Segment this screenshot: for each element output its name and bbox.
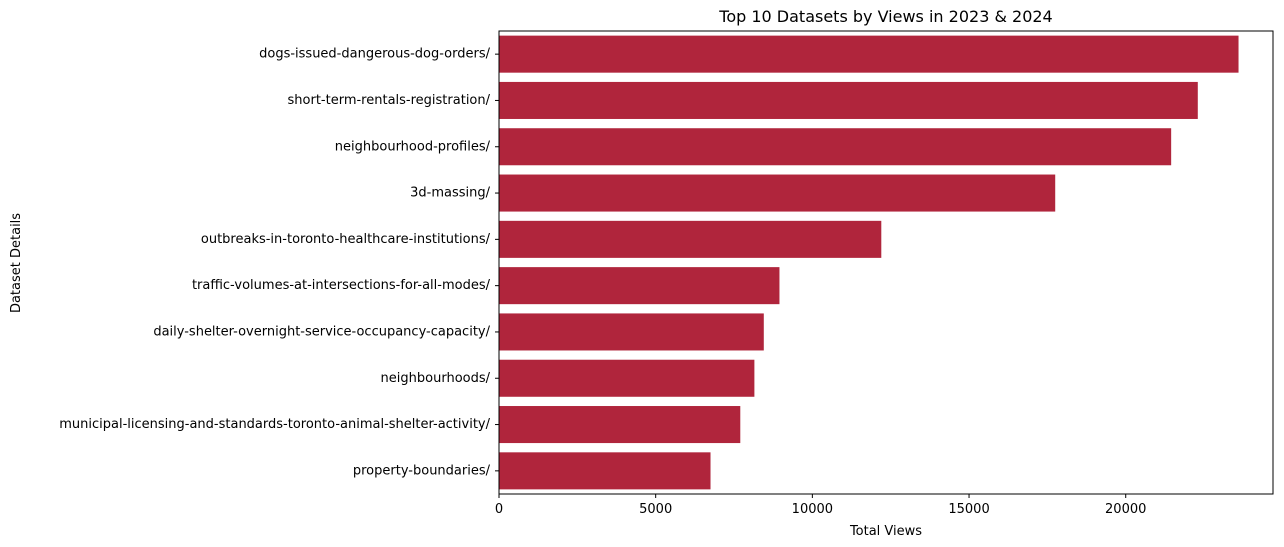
y-tick-label: neighbourhoods/	[381, 371, 491, 386]
bar	[499, 452, 711, 490]
bar	[499, 359, 755, 397]
bar	[499, 220, 882, 258]
x-tick-label: 0	[495, 502, 503, 517]
x-tick-label: 10000	[792, 502, 833, 517]
y-tick-label: short-term-rentals-registration/	[288, 93, 491, 108]
y-tick-label: 3d-massing/	[410, 186, 490, 201]
x-tick-layer: 0 5000 10000 15000 20000	[495, 494, 1146, 517]
y-tick-label: dogs-issued-dangerous-dog-orders/	[259, 47, 491, 62]
y-axis-label: Dataset Details	[9, 213, 24, 313]
bar	[499, 174, 1056, 212]
x-tick-label: 20000	[1105, 502, 1146, 517]
bar	[499, 35, 1239, 73]
bars-layer	[499, 35, 1239, 490]
y-tick-layer: dogs-issued-dangerous-dog-orders/short-t…	[59, 47, 499, 478]
y-tick-label: traffic-volumes-at-intersections-for-all…	[192, 278, 491, 293]
x-axis-label: Total Views	[849, 524, 922, 539]
bar	[499, 267, 780, 305]
bar	[499, 313, 764, 351]
y-tick-label: outbreaks-in-toronto-healthcare-institut…	[201, 232, 491, 247]
x-tick-label: 15000	[948, 502, 989, 517]
y-tick-label: daily-shelter-overnight-service-occupanc…	[153, 324, 490, 339]
plot-frame	[498, 30, 1274, 495]
y-tick-label: property-boundaries/	[353, 463, 491, 478]
y-tick-label: municipal-licensing-and-standards-toront…	[59, 417, 490, 432]
bar	[499, 406, 741, 444]
bar	[499, 81, 1198, 119]
x-tick-label: 5000	[639, 502, 672, 517]
y-tick-label: neighbourhood-profiles/	[335, 139, 491, 154]
bar	[499, 128, 1172, 166]
chart-title: Top 10 Datasets by Views in 2023 & 2024	[718, 7, 1052, 26]
